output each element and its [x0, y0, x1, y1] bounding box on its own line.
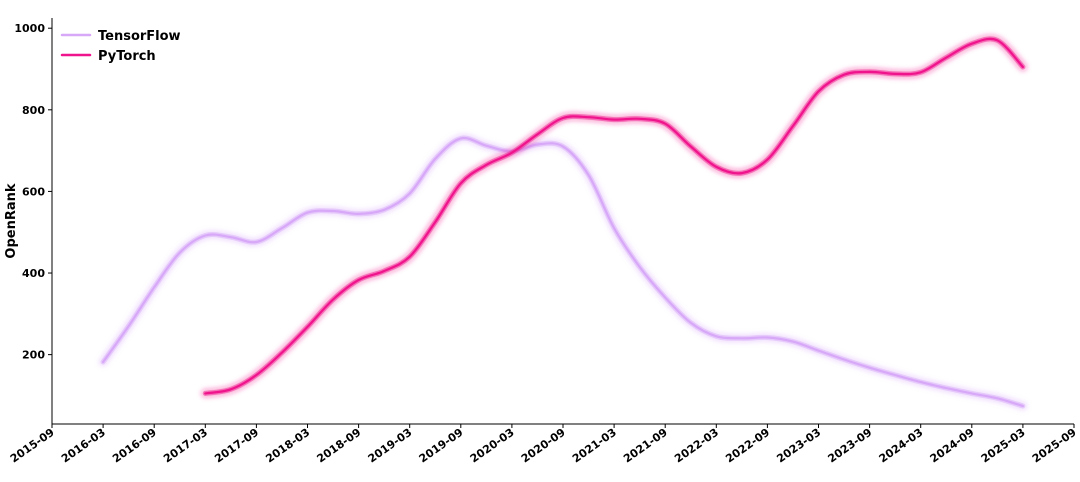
y-tick-label: 200 [22, 349, 45, 362]
series-tensorflow-halo [100, 135, 1026, 409]
series-tensorflow [98, 133, 1028, 411]
x-tick-label: 2020-09 [519, 426, 568, 466]
x-tick-label: 2023-09 [825, 426, 874, 466]
series-tensorflow-line [102, 136, 1024, 408]
x-tick-label: 2018-09 [314, 426, 363, 466]
x-tick-label: 2021-03 [570, 426, 619, 466]
x-tick-label: 2022-09 [723, 426, 772, 466]
x-tick-label: 2025-09 [1030, 426, 1079, 466]
y-tick-label: 1000 [14, 22, 45, 35]
x-tick-label: 2018-03 [263, 426, 312, 466]
x-tick-label: 2017-09 [212, 426, 261, 466]
x-tick-label: 2019-03 [366, 426, 415, 466]
legend-label-pytorch: PyTorch [98, 49, 156, 64]
x-tick-label: 2015-09 [8, 426, 57, 466]
y-tick-label: 400 [22, 267, 45, 280]
series-pytorch-line [204, 37, 1024, 395]
x-tick-label: 2021-09 [621, 426, 670, 466]
legend-item-tensorflow: TensorFlow [60, 29, 181, 44]
x-tick-label: 2016-09 [110, 426, 159, 466]
y-tick-label: 800 [22, 104, 45, 117]
x-tick-label: 2020-03 [468, 426, 517, 466]
x-tick-label: 2024-09 [928, 426, 977, 466]
series-pytorch-halo [202, 36, 1026, 396]
x-tick-label: 2016-03 [59, 426, 108, 466]
legend-item-pytorch: PyTorch [60, 49, 156, 64]
y-tick-label: 600 [22, 185, 45, 198]
series-lines [98, 34, 1028, 411]
legend: TensorFlow PyTorch [60, 29, 181, 64]
x-tick-label: 2023-03 [774, 426, 823, 466]
series-pytorch-glow [200, 34, 1028, 398]
x-tick-label: 2025-03 [979, 426, 1028, 466]
x-tick-label: 2017-03 [161, 426, 210, 466]
x-tick-label: 2022-03 [672, 426, 721, 466]
y-axis-label: OpenRank [4, 183, 19, 258]
x-tick-label: 2024-03 [877, 426, 926, 466]
series-tensorflow-glow [98, 133, 1028, 411]
legend-label-tensorflow: TensorFlow [98, 29, 181, 44]
x-tick-label: 2019-09 [417, 426, 466, 466]
series-pytorch [200, 34, 1028, 398]
